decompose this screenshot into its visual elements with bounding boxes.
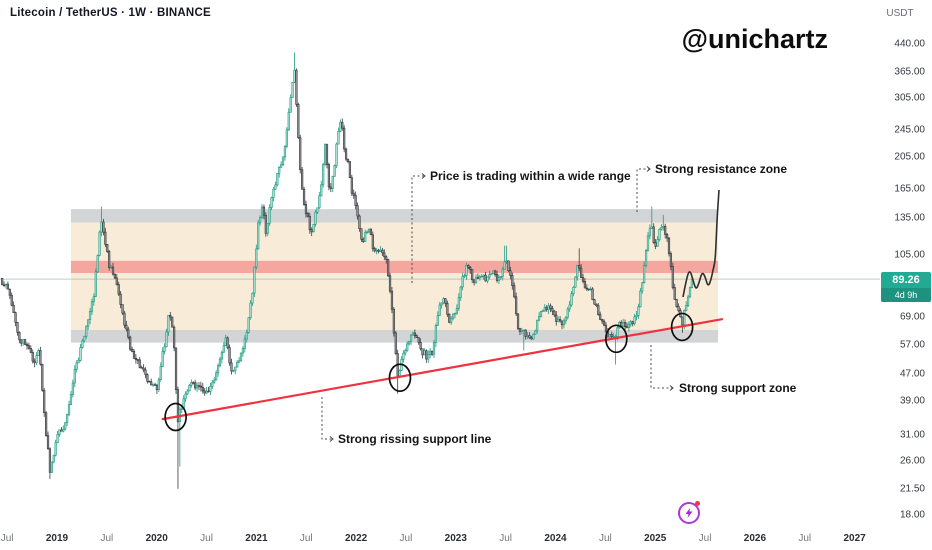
last-price-value: 89.26 — [892, 274, 920, 287]
annotation-support-line[interactable]: Strong rissing support line — [338, 432, 492, 446]
price-tick-label: 365.00 — [894, 66, 925, 78]
annotation-arrowhead-0 — [421, 173, 426, 179]
price-tick-label: 47.00 — [899, 368, 925, 380]
time-tick-label: 2021 — [245, 533, 268, 544]
bar-countdown: 4d 9h — [881, 288, 931, 303]
time-tick-label: 2022 — [344, 533, 368, 544]
price-tick-label: 205.00 — [894, 151, 925, 163]
annotation-arrowhead-3 — [329, 436, 334, 442]
annotation-wide-range[interactable]: Price is trading within a wide range — [430, 169, 631, 183]
annotation-resistance-zone[interactable]: Strong resistance zone — [655, 162, 788, 176]
time-tick-label: Jul — [798, 533, 812, 544]
price-tick-label: 26.00 — [899, 455, 925, 467]
time-tick-label: Jul — [299, 533, 313, 544]
time-tick-label: 2027 — [843, 533, 866, 544]
support-touch-circle-2[interactable] — [388, 363, 412, 393]
support-touch-circle-1[interactable] — [164, 402, 187, 432]
time-tick-label: 2025 — [644, 533, 667, 544]
time-tick-label: Jul — [598, 533, 612, 544]
annotation-connector-1 — [636, 168, 650, 212]
lightning-icon — [678, 502, 700, 524]
price-tick-label: 57.00 — [899, 339, 925, 351]
annotation-connector-3 — [321, 397, 333, 440]
time-tick-label: Jul — [200, 533, 213, 544]
price-tick-label: 31.00 — [899, 429, 925, 441]
replay-button[interactable] — [677, 501, 701, 525]
notification-dot — [695, 501, 700, 506]
time-tick-label: 2024 — [544, 533, 567, 544]
annotation-arrowhead-2 — [669, 385, 674, 391]
resistance-zone — [70, 209, 719, 223]
time-tick-label: Jul — [0, 533, 14, 544]
price-tick-label: 135.00 — [894, 212, 925, 224]
price-tick-label: 165.00 — [894, 183, 925, 195]
price-tick-label: 18.00 — [899, 509, 925, 521]
support-touch-circle-4[interactable] — [670, 312, 694, 342]
price-tick-label: 69.00 — [899, 311, 925, 323]
time-tick-label: Jul — [100, 533, 114, 544]
annotation-arrowhead-1 — [646, 166, 651, 172]
watermark: @unichartz — [681, 24, 828, 54]
projection-curve[interactable] — [682, 189, 720, 298]
mid-range-red-band — [70, 260, 719, 274]
price-tick-label: 21.50 — [899, 483, 925, 495]
symbol-title[interactable]: Litecoin / TetherUS · 1W · BINANCE — [10, 7, 211, 19]
time-tick-label: 2019 — [45, 533, 69, 544]
time-tick-label: 2020 — [145, 533, 168, 544]
annotation-support-zone[interactable]: Strong support zone — [679, 381, 797, 395]
price-tick-label: 39.00 — [899, 395, 925, 407]
price-tick-label: 105.00 — [894, 249, 925, 261]
price-tick-label: 305.00 — [894, 92, 925, 104]
time-tick-label: Jul — [399, 533, 413, 544]
time-tick-label: Jul — [499, 533, 513, 544]
last-price-badge[interactable]: 89.26 4d 9h — [881, 272, 931, 303]
support-zone — [70, 329, 719, 343]
annotation-connector-2 — [650, 345, 673, 389]
time-tick-label: 2026 — [743, 533, 767, 544]
price-tick-label: 440.00 — [894, 38, 925, 50]
rising-support-trendline[interactable] — [161, 318, 724, 421]
price-tick-label: 245.00 — [894, 124, 925, 136]
time-tick-label: Jul — [698, 533, 712, 544]
support-touch-circle-3[interactable] — [604, 324, 628, 354]
time-tick-label: 2023 — [444, 533, 467, 544]
candles-group — [1, 52, 694, 489]
price-axis-unit: USDT — [886, 8, 914, 19]
